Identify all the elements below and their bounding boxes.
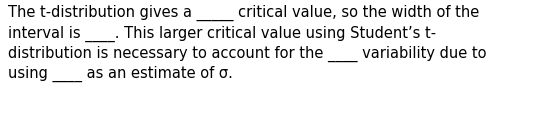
Text: The t-distribution gives a _____ critical value, so the width of the
interval is: The t-distribution gives a _____ critica… — [8, 5, 487, 82]
